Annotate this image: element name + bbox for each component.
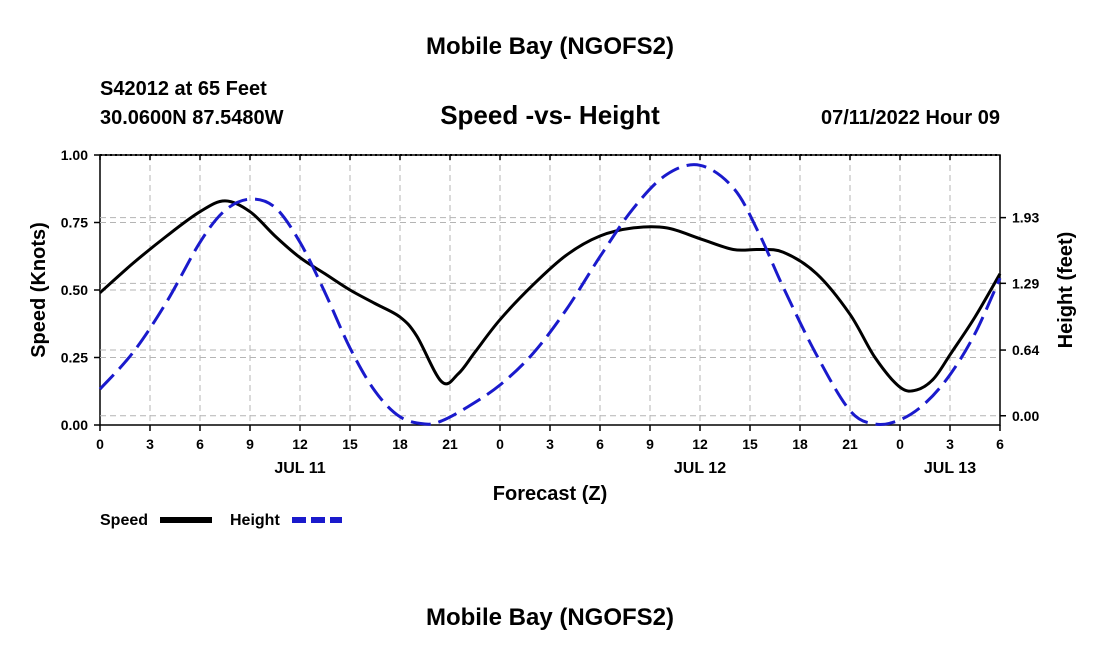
grid-lines bbox=[100, 155, 1000, 425]
y-right-tick-label: 1.93 bbox=[1012, 210, 1039, 226]
x-tick-label: 15 bbox=[342, 436, 358, 452]
x-axis-ticks: 0 3 6 9 12 15 18 21 0 3 6 9 12 15 18 21 0 3 6 bbox=[96, 155, 1004, 452]
y-axis-left-title: Speed (Knots) bbox=[28, 222, 50, 358]
y-right-tick-label: 0.64 bbox=[1012, 342, 1039, 358]
x-tick-label: 21 bbox=[842, 436, 858, 452]
right-axis-ticks: 0.00 0.64 1.29 1.93 bbox=[1000, 210, 1039, 424]
x-date-label: JUL 13 bbox=[924, 460, 976, 477]
x-tick-label: 15 bbox=[742, 436, 758, 452]
series-speed-line bbox=[99, 199, 1002, 393]
series-lines bbox=[98, 163, 1002, 426]
x-tick-label: 9 bbox=[246, 436, 254, 452]
y-left-tick-label: 0.25 bbox=[61, 350, 88, 366]
x-tick-label: 6 bbox=[196, 436, 204, 452]
x-date-label: JUL 12 bbox=[674, 460, 726, 477]
y-right-tick-label: 0.00 bbox=[1012, 408, 1039, 424]
x-tick-label: 3 bbox=[946, 436, 954, 452]
y-left-tick-label: 0.75 bbox=[61, 215, 88, 231]
datetime-label: 07/11/2022 Hour 09 bbox=[821, 107, 1000, 129]
x-tick-label: 12 bbox=[292, 436, 308, 452]
x-tick-label: 18 bbox=[392, 436, 408, 452]
series-height-line bbox=[98, 163, 1002, 426]
x-date-label: JUL 11 bbox=[274, 460, 325, 477]
left-axis-ticks: 0.00 0.25 0.50 0.75 1.00 bbox=[61, 147, 100, 433]
legend-height-label: Height bbox=[230, 512, 280, 529]
x-tick-label: 12 bbox=[692, 436, 708, 452]
coords-label: 30.0600N 87.5480W bbox=[100, 107, 284, 129]
y-left-tick-label: 1.00 bbox=[61, 147, 88, 163]
x-tick-label: 3 bbox=[146, 436, 154, 452]
x-tick-label: 6 bbox=[596, 436, 604, 452]
page-title-bottom: Mobile Bay (NGOFS2) bbox=[426, 604, 674, 631]
x-tick-label: 0 bbox=[496, 436, 504, 452]
y-left-tick-label: 0.50 bbox=[61, 282, 88, 298]
y-left-tick-label: 0.00 bbox=[61, 417, 88, 433]
x-tick-label: 0 bbox=[896, 436, 904, 452]
y-axis-right-title: Height (feet) bbox=[1055, 232, 1077, 349]
chart-subtitle: Speed -vs- Height bbox=[440, 100, 660, 130]
y-right-tick-label: 1.29 bbox=[1012, 275, 1039, 291]
x-tick-label: 6 bbox=[996, 436, 1004, 452]
station-label: S42012 at 65 Feet bbox=[100, 78, 267, 100]
x-tick-label: 21 bbox=[442, 436, 458, 452]
x-axis-title: Forecast (Z) bbox=[493, 483, 607, 505]
x-tick-label: 9 bbox=[646, 436, 654, 452]
legend: Speed Height bbox=[100, 512, 342, 529]
x-tick-label: 18 bbox=[792, 436, 808, 452]
x-tick-label: 3 bbox=[546, 436, 554, 452]
x-tick-label: 0 bbox=[96, 436, 104, 452]
page-title-top: Mobile Bay (NGOFS2) bbox=[426, 33, 674, 60]
x-axis-date-labels: JUL 11 JUL 12 JUL 13 bbox=[274, 460, 976, 477]
legend-speed-label: Speed bbox=[100, 512, 148, 529]
